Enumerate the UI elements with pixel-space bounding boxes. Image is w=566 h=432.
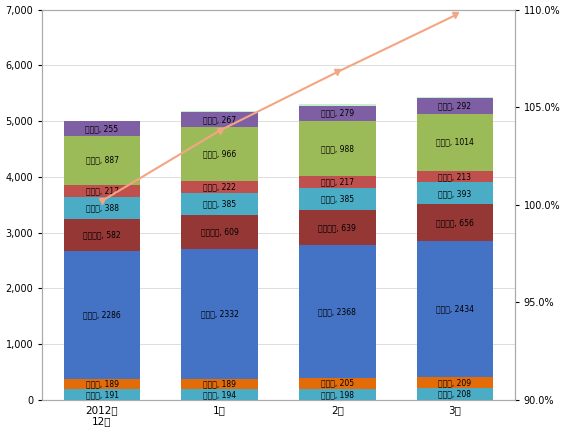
Text: 兵庫県, 255: 兵庫県, 255	[85, 124, 119, 133]
Bar	[299, 121, 376, 176]
Text: 東京都, 2434: 東京都, 2434	[436, 305, 474, 313]
Text: 大阪府, 1014: 大阪府, 1014	[436, 138, 474, 147]
Bar	[182, 127, 258, 181]
Bar	[64, 121, 140, 136]
Bar	[182, 215, 258, 248]
Text: 神奈川県, 609: 神奈川県, 609	[201, 227, 239, 236]
Bar	[182, 181, 258, 193]
Bar	[182, 248, 258, 378]
Bar	[182, 389, 258, 400]
Text: 愛知県, 388: 愛知県, 388	[85, 203, 118, 213]
Text: 大阪府, 966: 大阪府, 966	[203, 149, 236, 158]
Bar	[299, 105, 376, 121]
Bar	[64, 136, 140, 185]
Bar	[417, 204, 493, 241]
Bar	[182, 378, 258, 389]
Text: 神奈川県, 656: 神奈川県, 656	[436, 218, 474, 227]
Text: 埼玉県, 191: 埼玉県, 191	[85, 390, 118, 399]
Bar	[182, 112, 258, 127]
Text: 兵庫県, 279: 兵庫県, 279	[321, 109, 354, 118]
Bar	[299, 378, 376, 389]
Bar	[417, 96, 493, 98]
Bar	[417, 171, 493, 182]
Text: 千葉県, 189: 千葉県, 189	[85, 380, 118, 388]
Bar	[417, 98, 493, 114]
Bar	[64, 251, 140, 379]
Text: 京都府, 217: 京都府, 217	[85, 187, 118, 196]
Bar	[299, 245, 376, 378]
Text: 東京都, 2286: 東京都, 2286	[83, 311, 121, 320]
Bar	[299, 389, 376, 400]
Bar	[417, 377, 493, 388]
Text: 埼玉県, 208: 埼玉県, 208	[439, 390, 471, 399]
Text: 神奈川県, 639: 神奈川県, 639	[319, 223, 356, 232]
Bar	[64, 219, 140, 251]
Text: 京都府, 217: 京都府, 217	[321, 178, 354, 187]
Text: 千葉県, 205: 千葉県, 205	[321, 379, 354, 388]
Bar	[182, 111, 258, 112]
Bar	[417, 388, 493, 400]
Bar	[417, 241, 493, 377]
Bar	[299, 188, 376, 210]
Bar	[299, 176, 376, 188]
Text: 愛知県, 393: 愛知県, 393	[438, 189, 471, 198]
Text: 埼玉県, 194: 埼玉県, 194	[203, 390, 236, 399]
Bar	[64, 185, 140, 197]
Text: 大阪府, 887: 大阪府, 887	[85, 156, 118, 165]
Bar	[64, 379, 140, 389]
Bar	[64, 389, 140, 400]
Text: 千葉県, 209: 千葉県, 209	[439, 378, 471, 387]
Text: 千葉県, 189: 千葉県, 189	[203, 379, 236, 388]
Text: 東京都, 2332: 東京都, 2332	[201, 309, 239, 318]
Bar	[64, 197, 140, 219]
Bar	[417, 114, 493, 171]
Text: 兵庫県, 292: 兵庫県, 292	[439, 102, 471, 111]
Bar	[417, 182, 493, 204]
Text: 東京都, 2368: 東京都, 2368	[319, 307, 356, 316]
Text: 京都府, 222: 京都府, 222	[203, 182, 236, 191]
Text: 兵庫県, 267: 兵庫県, 267	[203, 115, 236, 124]
Text: 埼玉県, 198: 埼玉県, 198	[321, 390, 354, 399]
Bar	[299, 210, 376, 245]
Text: 愛知県, 385: 愛知県, 385	[321, 194, 354, 203]
Text: 愛知県, 385: 愛知県, 385	[203, 199, 236, 208]
Text: 大阪府, 988: 大阪府, 988	[321, 144, 354, 153]
Bar	[182, 193, 258, 215]
Text: 京都府, 213: 京都府, 213	[439, 172, 471, 181]
Text: 神奈川県, 582: 神奈川県, 582	[83, 231, 121, 240]
